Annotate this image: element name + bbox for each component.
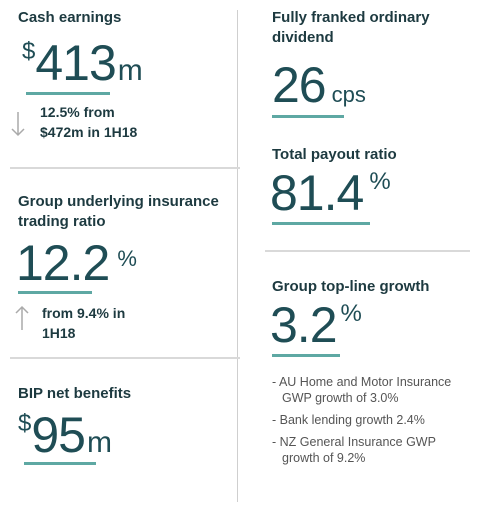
up-arrow [15, 305, 29, 330]
metric-value: 12.2 % [16, 236, 137, 290]
metric-heading: Group underlying insurance trading ratio [18, 193, 219, 230]
underline [18, 291, 92, 294]
value: 3.2 [270, 297, 338, 353]
suffix: cps [331, 82, 366, 107]
underline [272, 354, 340, 357]
metric-heading: Total payout ratio [272, 146, 397, 163]
metric-value: 3.2 % [270, 298, 362, 352]
underline [24, 462, 96, 465]
metric-heading: Group top-line growth [272, 278, 430, 295]
metric-value: 81.4 % [270, 166, 391, 220]
suffix: m [86, 426, 112, 459]
prefix: $ [18, 410, 32, 437]
metric-note: from 9.4% in 1H18 [42, 305, 126, 341]
value: 81.4 [270, 165, 364, 221]
divider [10, 167, 240, 169]
bullet-item: AU Home and Motor Insurance GWP growth o… [272, 374, 457, 406]
metric-value: $ 95 m [18, 408, 112, 462]
suffix: m [117, 54, 143, 87]
bullet-item: NZ General Insurance GWP growth of 9.2% [272, 434, 457, 466]
metric-heading: Fully franked ordinary dividend [272, 9, 430, 46]
underline [272, 115, 344, 118]
underline [26, 92, 110, 95]
value: 26 [272, 57, 327, 113]
divider [10, 357, 240, 359]
column-divider [237, 10, 238, 502]
down-arrow [11, 112, 25, 137]
underline [272, 222, 370, 225]
metric-heading: Cash earnings [18, 9, 122, 26]
bullet-item: Bank lending growth 2.4% [272, 412, 457, 428]
metric-heading: BIP net benefits [18, 385, 132, 402]
suffix: % [340, 300, 362, 327]
value: 12.2 [16, 235, 110, 291]
value: 95 [31, 407, 86, 463]
suffix: % [369, 168, 391, 195]
divider [265, 250, 470, 252]
metric-note: 12.5% from $472m in 1H18 [40, 104, 138, 140]
metric-value: $ 413 m [22, 36, 143, 90]
bullet-list: AU Home and Motor Insurance GWP growth o… [272, 374, 457, 472]
metric-value: 26 cps [272, 58, 366, 112]
prefix: $ [22, 38, 36, 65]
suffix: % [117, 246, 137, 271]
value: 413 [35, 35, 116, 91]
